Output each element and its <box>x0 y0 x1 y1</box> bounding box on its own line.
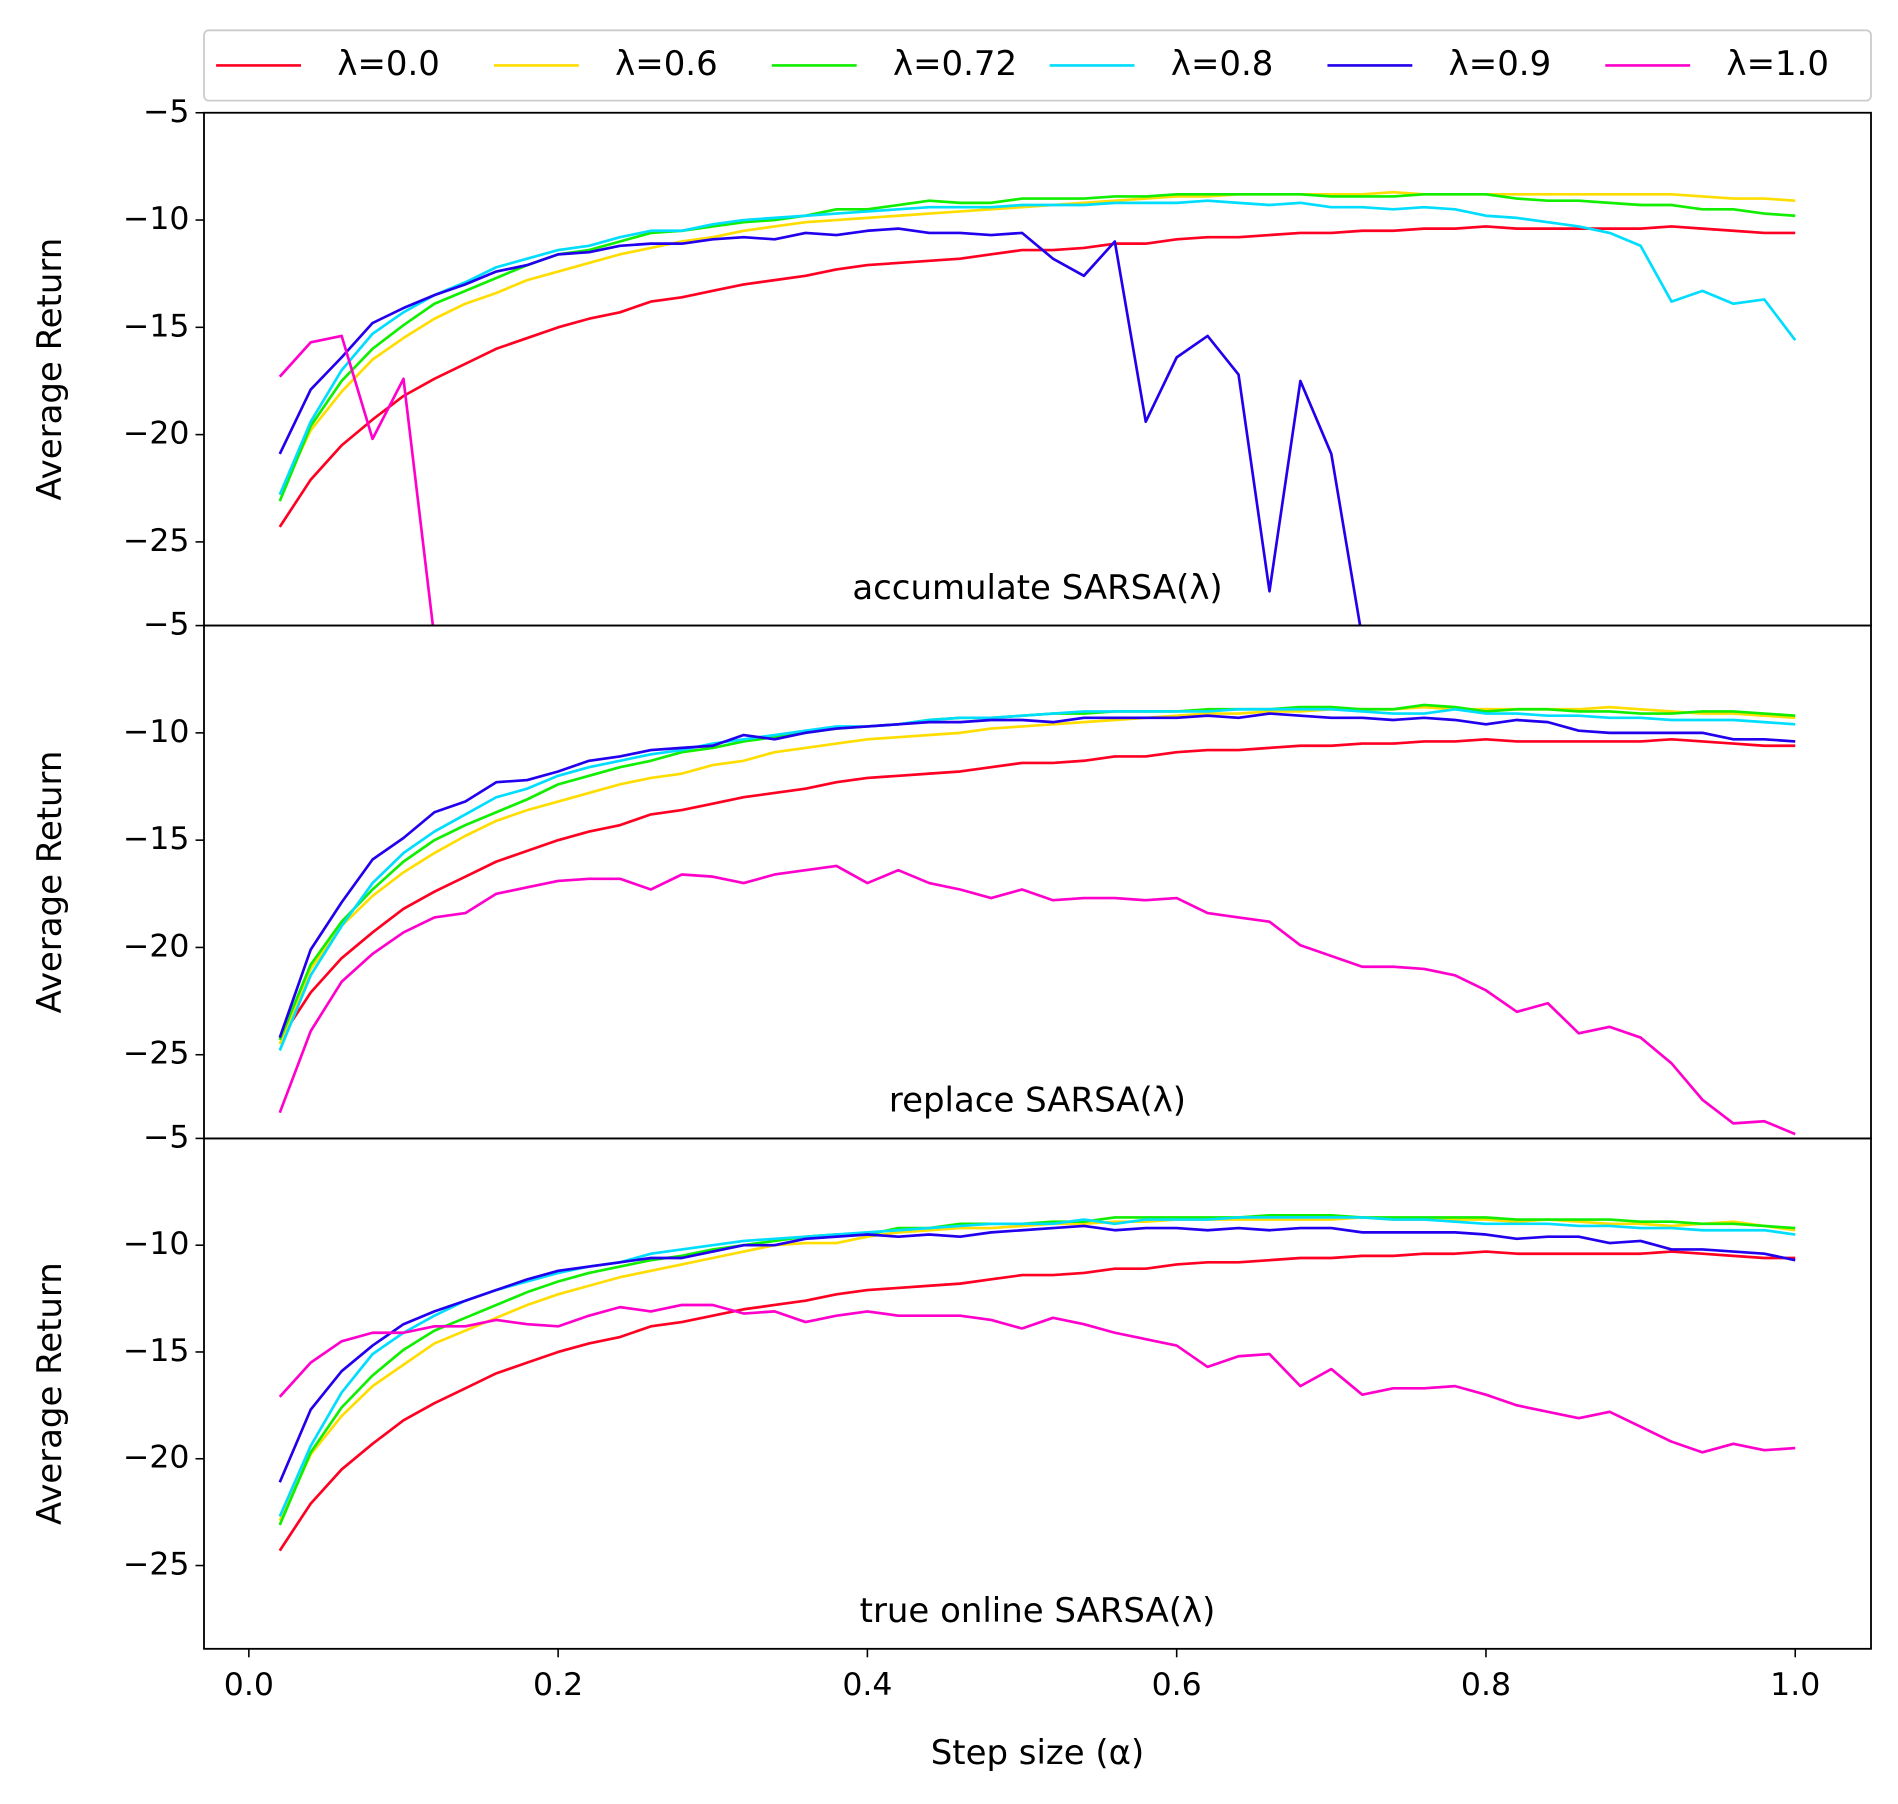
x-tick-label: 0.2 <box>533 1667 583 1703</box>
series-line <box>278 703 1796 1041</box>
plot-area <box>278 1213 1796 1552</box>
series-line <box>278 864 1796 1136</box>
axes-frame <box>203 1137 1872 1650</box>
y-tick-label: −10 <box>123 714 190 750</box>
y-axis-label: Average Return <box>30 751 70 1014</box>
y-tick-label: −10 <box>123 201 190 237</box>
series-line <box>278 1303 1796 1454</box>
y-tick-label: −15 <box>123 1333 190 1369</box>
y-tick-label: −25 <box>123 1036 190 1072</box>
panel-title: true online SARSA(λ) <box>860 1591 1216 1631</box>
plot-area <box>278 190 1797 626</box>
y-tick-label: −15 <box>123 821 190 857</box>
series-line <box>278 225 1796 528</box>
series-line <box>278 190 1796 496</box>
series-line <box>278 1250 1796 1552</box>
y-tick-label: −25 <box>123 1547 190 1583</box>
series-line <box>278 334 435 626</box>
y-tick-label: −5 <box>143 94 189 130</box>
y-tick-label: −20 <box>123 928 190 964</box>
panel-title: accumulate SARSA(λ) <box>852 568 1222 608</box>
legend-label: λ=0.8 <box>1171 44 1274 84</box>
x-tick-label: 0.4 <box>842 1667 892 1703</box>
panel-title: replace SARSA(λ) <box>889 1081 1186 1121</box>
legend-box <box>203 29 1872 102</box>
series-line <box>278 199 1797 496</box>
x-tick-label: 1.0 <box>1770 1667 1820 1703</box>
legend-label: λ=0.72 <box>893 44 1017 84</box>
series-line <box>278 737 1796 1041</box>
y-tick-label: −20 <box>123 416 190 452</box>
plot-area <box>278 703 1796 1136</box>
x-axis-label: Step size (α) <box>931 1733 1145 1773</box>
x-tick-label: 0.0 <box>224 1667 274 1703</box>
y-axis-label: Average Return <box>30 238 70 501</box>
legend-label: λ=0.9 <box>1449 44 1551 84</box>
series-line <box>278 705 1796 1045</box>
y-tick-label: −5 <box>143 1119 189 1155</box>
series-line <box>278 712 1796 1039</box>
y-tick-label: −15 <box>123 308 190 344</box>
legend-label: λ=0.0 <box>337 44 439 84</box>
series-line <box>278 1216 1796 1517</box>
x-tick-label: 0.6 <box>1152 1667 1202 1703</box>
y-tick-label: −5 <box>143 607 189 643</box>
x-tick-label: 0.8 <box>1461 1667 1511 1703</box>
series-line <box>278 192 1796 502</box>
y-tick-label: −20 <box>123 1440 190 1476</box>
series-line <box>278 707 1796 1051</box>
y-tick-label: −25 <box>123 523 190 559</box>
y-axis-label: Average Return <box>30 1262 70 1525</box>
legend-label: λ=0.6 <box>615 44 718 84</box>
legend-label: λ=1.0 <box>1727 44 1830 84</box>
series-line <box>278 227 1362 626</box>
series-line <box>278 1224 1796 1483</box>
y-tick-label: −10 <box>123 1226 190 1262</box>
